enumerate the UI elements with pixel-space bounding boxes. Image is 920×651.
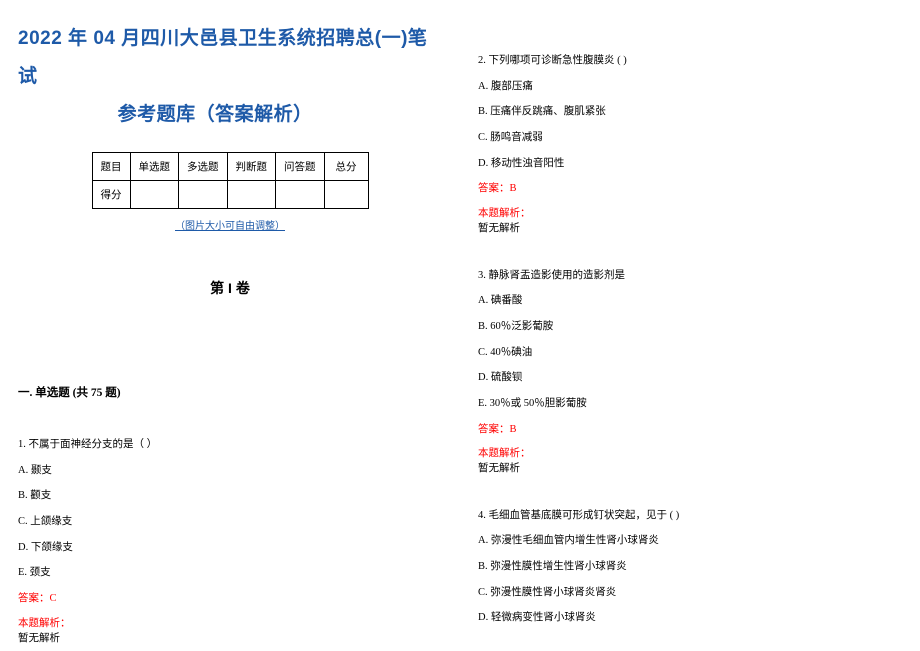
th-single: 单选题 — [130, 153, 179, 181]
question-stem: 4. 毛细血管基底膜可形成钉状突起，见于 ( ) — [478, 509, 902, 524]
section-heading: 一. 单选题 (共 75 题) — [18, 384, 442, 400]
question-option: C. 40％碘油 — [478, 346, 902, 361]
explain-body: 暂无解析 — [478, 222, 902, 237]
td-row-label: 得分 — [92, 181, 130, 209]
explain-label: 本题解析： — [478, 447, 902, 462]
table-row: 得分 — [92, 181, 368, 209]
question-option: D. 硫酸钡 — [478, 371, 902, 386]
spacer — [478, 257, 902, 269]
question-option: D. 下颌缘支 — [18, 541, 442, 556]
question-stem: 1. 不属于面神经分支的是（ ） — [18, 438, 442, 453]
question-answer: 答案：C — [18, 592, 442, 607]
answer-value: B — [510, 183, 517, 194]
explain-body: 暂无解析 — [18, 632, 442, 647]
question-answer: 答案：B — [478, 423, 902, 438]
answer-prefix: 答案： — [18, 593, 50, 604]
question-stem: 2. 下列哪项可诊断急性腹膜炎 ( ) — [478, 54, 902, 69]
question-option: D. 轻微病变性肾小球肾炎 — [478, 611, 902, 626]
document-title: 2022 年 04 月四川大邑县卫生系统招聘总(一)笔试 参考题库（答案解析） — [18, 0, 442, 134]
th-multi: 多选题 — [179, 153, 228, 181]
question-answer: 答案：B — [478, 182, 902, 197]
question-option: A. 弥漫性毛细血管内增生性肾小球肾炎 — [478, 534, 902, 549]
explain-body: 暂无解析 — [478, 462, 902, 477]
th-qa: 问答题 — [276, 153, 325, 181]
question-3: 3. 静脉肾盂造影使用的造影剂是 A. 碘番酸 B. 60％泛影葡胺 C. 40… — [478, 269, 902, 477]
question-option: B. 压痛伴反跳痛、腹肌紧张 — [478, 105, 902, 120]
title-line-1: 2022 年 04 月四川大邑县卫生系统招聘总(一)笔试 — [18, 20, 442, 96]
explain-label: 本题解析： — [18, 617, 442, 632]
th-judge: 判断题 — [227, 153, 276, 181]
page-root: 2022 年 04 月四川大邑县卫生系统招聘总(一)笔试 参考题库（答案解析） … — [0, 0, 920, 651]
td-blank — [324, 181, 368, 209]
column-right: 2. 下列哪项可诊断急性腹膜炎 ( ) A. 腹部压痛 B. 压痛伴反跳痛、腹肌… — [460, 0, 920, 651]
answer-prefix: 答案： — [478, 424, 510, 435]
question-option: E. 颈支 — [18, 566, 442, 581]
td-blank — [179, 181, 228, 209]
question-stem: 3. 静脉肾盂造影使用的造影剂是 — [478, 269, 902, 284]
question-1: 1. 不属于面神经分支的是（ ） A. 颞支 B. 颧支 C. 上颌缘支 D. … — [18, 438, 442, 646]
answer-prefix: 答案： — [478, 183, 510, 194]
th-label: 题目 — [92, 153, 130, 181]
question-4: 4. 毛细血管基底膜可形成钉状突起，见于 ( ) A. 弥漫性毛细血管内增生性肾… — [478, 509, 902, 626]
th-total: 总分 — [324, 153, 368, 181]
question-option: C. 上颌缘支 — [18, 515, 442, 530]
column-left: 2022 年 04 月四川大邑县卫生系统招聘总(一)笔试 参考题库（答案解析） … — [0, 0, 460, 651]
question-option: B. 颧支 — [18, 489, 442, 504]
answer-value: C — [50, 593, 57, 604]
question-option: C. 弥漫性膜性肾小球肾炎肾炎 — [478, 586, 902, 601]
question-option: E. 30％或 50％胆影葡胺 — [478, 397, 902, 412]
td-blank — [227, 181, 276, 209]
question-option: D. 移动性浊音阳性 — [478, 157, 902, 172]
question-option: B. 60％泛影葡胺 — [478, 320, 902, 335]
td-blank — [130, 181, 179, 209]
question-option: C. 肠鸣音减弱 — [478, 131, 902, 146]
volume-heading: 第 I 卷 — [18, 278, 442, 298]
answer-value: B — [510, 424, 517, 435]
score-table: 题目 单选题 多选题 判断题 问答题 总分 得分 — [92, 152, 369, 209]
question-option: B. 弥漫性膜性增生性肾小球肾炎 — [478, 560, 902, 575]
question-2: 2. 下列哪项可诊断急性腹膜炎 ( ) A. 腹部压痛 B. 压痛伴反跳痛、腹肌… — [478, 54, 902, 237]
table-row: 题目 单选题 多选题 判断题 问答题 总分 — [92, 153, 368, 181]
question-option: A. 碘番酸 — [478, 294, 902, 309]
spacer — [478, 497, 902, 509]
question-option: A. 腹部压痛 — [478, 80, 902, 95]
title-line-2: 参考题库（答案解析） — [18, 96, 412, 134]
td-blank — [276, 181, 325, 209]
image-resize-note: （图片大小可自由调整） — [18, 217, 442, 232]
explain-label: 本题解析： — [478, 207, 902, 222]
question-option: A. 颞支 — [18, 464, 442, 479]
